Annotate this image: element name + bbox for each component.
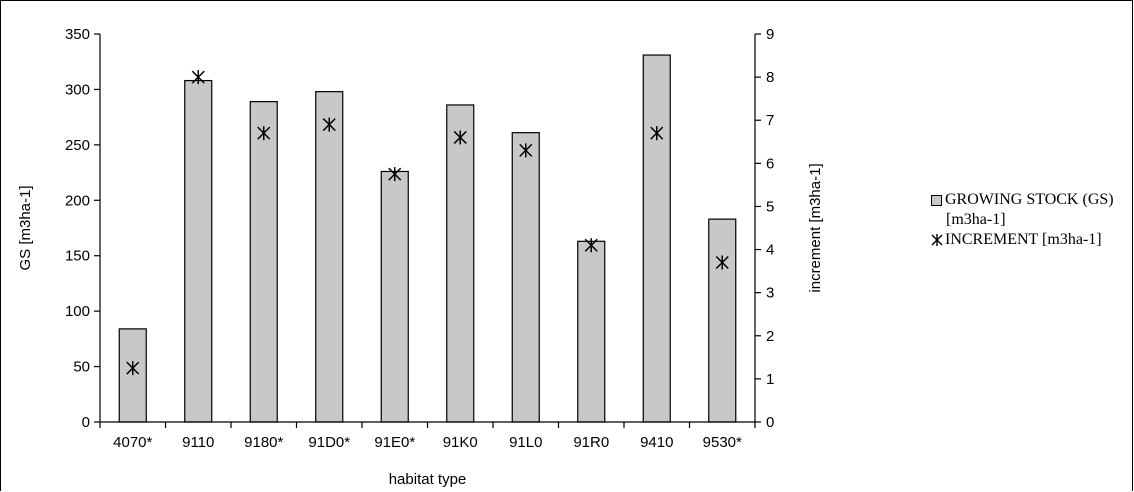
bar xyxy=(380,170,409,423)
increment-marker xyxy=(453,130,467,145)
increment-marker xyxy=(191,70,205,85)
x-axis-tick-label: 9110 xyxy=(182,434,214,451)
left-axis-tick-label: 0 xyxy=(82,414,90,431)
bar xyxy=(642,54,671,423)
x-axis-tick-label: 91K0 xyxy=(443,434,478,451)
left-axis-tick-label: 250 xyxy=(65,137,90,154)
right-axis-tick-label: 6 xyxy=(766,155,774,172)
labels-layer: 0 50 100 150 200 250 300 350 0 1 2 3 4 5 6 7 8 9 4070* 9110… xyxy=(17,26,824,488)
right-axis-tick-label: 5 xyxy=(766,198,774,215)
x-axis-tick-label: 9180* xyxy=(244,434,283,451)
legend-increment-label: INCREMENT [m3ha-1] xyxy=(945,231,1102,248)
increment-marker xyxy=(388,167,402,182)
x-axis-tick-label: 4070* xyxy=(113,434,152,451)
bar xyxy=(184,79,213,423)
legend: GROWING STOCK (GS) [m3ha-1] INCREMENT [m… xyxy=(931,190,1131,250)
increment-marker xyxy=(257,126,271,141)
bar xyxy=(708,218,737,423)
legend-bar-swatch xyxy=(931,195,942,206)
x-axis-tick-label: 91E0* xyxy=(374,434,415,451)
increment-marker xyxy=(584,238,598,253)
legend-growing-stock-label-line1: GROWING STOCK (GS) xyxy=(945,191,1114,208)
bar xyxy=(511,132,540,423)
left-axis-title: GS [m3ha-1] xyxy=(17,185,34,270)
right-axis-tick-label: 7 xyxy=(766,112,774,129)
left-axis-tick-label: 300 xyxy=(65,81,90,98)
bar xyxy=(315,91,344,423)
legend-growing-stock-label-line2: [m3ha-1] xyxy=(946,211,1006,228)
markers-layer xyxy=(126,70,729,376)
left-axis-tick-label: 200 xyxy=(65,192,90,209)
right-axis-tick-label: 0 xyxy=(766,414,774,431)
left-axis-tick-label: 350 xyxy=(65,26,90,43)
right-axis-tick-label: 8 xyxy=(766,69,774,86)
increment-marker xyxy=(322,117,336,132)
left-axis-tick-label: 50 xyxy=(73,359,90,376)
legend-item-growing-stock-unit: [m3ha-1] xyxy=(931,210,1131,230)
right-axis-tick-label: 2 xyxy=(766,328,774,345)
x-axis-tick-label: 91L0 xyxy=(509,434,542,451)
bars-layer xyxy=(118,54,737,423)
left-axis-tick-label: 150 xyxy=(65,248,90,265)
right-axis-tick-label: 9 xyxy=(766,26,774,43)
x-axis-tick-label: 9530* xyxy=(703,434,742,451)
legend-item-growing-stock: GROWING STOCK (GS) xyxy=(931,190,1131,210)
bar xyxy=(577,240,606,423)
right-axis-tick-label: 3 xyxy=(766,285,774,302)
increment-marker xyxy=(126,361,140,376)
increment-marker xyxy=(650,126,664,141)
x-axis-tick-label: 91D0* xyxy=(308,434,350,451)
right-axis-tick-label: 4 xyxy=(766,242,774,259)
left-axis-tick-label: 100 xyxy=(65,303,90,320)
increment-marker xyxy=(715,255,729,270)
x-axis-tick-label: 91R0 xyxy=(573,434,609,451)
x-axis-tick-label: 9410 xyxy=(640,434,673,451)
bar xyxy=(249,101,278,423)
bar xyxy=(118,328,147,423)
x-axis-title: habitat type xyxy=(389,471,467,488)
legend-asterisk-icon xyxy=(931,230,943,246)
legend-item-increment: INCREMENT [m3ha-1] xyxy=(931,230,1131,250)
right-axis-title: increment [m3ha-1] xyxy=(807,163,824,292)
right-axis-tick-label: 1 xyxy=(766,371,774,388)
increment-marker xyxy=(519,143,533,158)
axes-layer xyxy=(94,33,761,428)
bar xyxy=(446,104,475,423)
